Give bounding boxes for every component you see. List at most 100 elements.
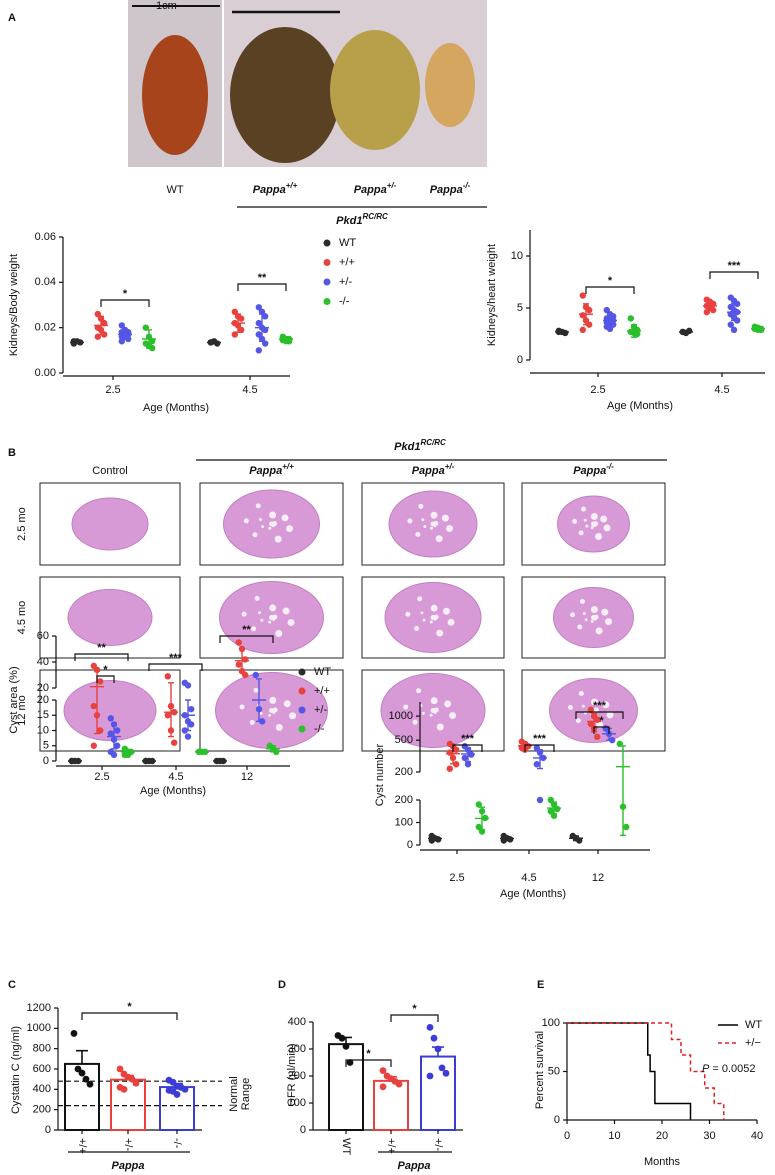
x-tick-label: 40 <box>751 1130 763 1142</box>
cyst <box>269 511 277 519</box>
cyst <box>446 525 454 533</box>
cyst <box>268 713 272 717</box>
group-label-sup: RC/RC <box>362 212 388 221</box>
significance-bracket <box>575 711 624 719</box>
error-bar <box>90 670 104 735</box>
kidney-photo <box>230 27 340 163</box>
data-point <box>623 823 630 831</box>
significance-bracket <box>593 726 610 734</box>
bar <box>420 1055 456 1132</box>
error-bar <box>533 749 547 770</box>
genotype-label: WT <box>166 184 183 196</box>
y-axis-title: Kidneys/heart weight <box>486 244 498 346</box>
data-point <box>107 730 115 737</box>
error-bar <box>547 801 561 815</box>
legend-label: +/- <box>339 276 352 288</box>
data-point <box>164 673 171 680</box>
cyst <box>433 707 439 713</box>
column-header-base: Control <box>92 465 127 477</box>
cyst <box>258 611 262 615</box>
reference-label: Normal <box>228 1076 240 1111</box>
data-point <box>446 749 453 756</box>
x-axis-title: Age (Months) <box>607 400 673 412</box>
data-point <box>453 746 460 753</box>
data-point <box>235 639 242 646</box>
error-bar <box>679 330 693 334</box>
y-tick-label: 600 <box>33 1063 51 1075</box>
significance-label: * <box>412 1003 417 1015</box>
cyst <box>422 618 426 622</box>
cyst <box>584 618 588 622</box>
significance-bracket <box>452 744 483 752</box>
panel-letter: C <box>8 979 16 991</box>
group-label-base: Pkd1 <box>336 215 362 227</box>
error-bar <box>555 330 569 334</box>
cyst <box>577 624 583 630</box>
data-point <box>579 326 586 334</box>
error-bar <box>164 682 178 738</box>
survival-curve <box>567 1022 692 1120</box>
y-tick-label: 100 <box>288 1097 306 1109</box>
cyst <box>582 611 586 615</box>
data-point <box>164 712 171 719</box>
cyst <box>282 607 290 615</box>
data-point <box>255 331 262 338</box>
y-tick-label: 800 <box>33 1043 51 1055</box>
cyst <box>436 629 444 637</box>
y-tick-label: 0.02 <box>35 322 56 334</box>
error-bar <box>446 745 460 765</box>
y-tick-label: 0.00 <box>35 367 56 379</box>
column-header: Control <box>92 465 127 477</box>
y-tick-label: 0 <box>43 755 49 767</box>
data-point <box>453 761 460 768</box>
data-point <box>132 1079 140 1087</box>
x-tick-label: -/- <box>171 1138 183 1149</box>
group-label: Pappa <box>111 1160 144 1172</box>
column-header-base: Pappa <box>573 465 606 477</box>
error-bar <box>500 835 514 841</box>
cyst <box>255 503 261 509</box>
data-point <box>475 823 482 831</box>
p-value: P = 0.0052 <box>702 1063 755 1075</box>
data-point <box>434 1045 442 1053</box>
data-point <box>587 706 594 713</box>
data-point <box>461 754 468 762</box>
x-tick-label: 2.5 <box>449 872 464 884</box>
cyst <box>572 518 578 524</box>
y-tick-label: 15 <box>37 709 49 721</box>
cyst <box>268 620 272 624</box>
significance-bracket <box>96 675 115 683</box>
data-point <box>554 805 561 813</box>
x-tick-label: 10 <box>608 1130 620 1142</box>
column-header: Pappa+/+ <box>249 462 294 477</box>
cyst <box>403 704 409 710</box>
cyst <box>415 531 421 537</box>
cyst <box>600 515 608 523</box>
group-label: Pkd1RC/RC <box>394 438 446 453</box>
cyst <box>593 521 599 527</box>
data-point <box>255 347 262 354</box>
cyst <box>578 690 584 696</box>
column-header-sup: -/- <box>606 462 614 471</box>
cyst <box>590 619 594 623</box>
kidney-section <box>71 497 149 551</box>
data-point <box>97 727 104 734</box>
cyst <box>405 611 411 617</box>
error-bar <box>76 1049 88 1064</box>
legend-marker <box>323 298 331 305</box>
cyst <box>268 526 272 530</box>
genotype-label-base: Pappa <box>253 184 286 196</box>
cyst <box>289 712 297 720</box>
legend-marker <box>323 239 331 247</box>
significance-label: * <box>608 275 613 287</box>
kidney-photo <box>425 43 475 127</box>
cyst <box>429 620 433 624</box>
y-tick-label: 0 <box>517 354 523 366</box>
cyst <box>585 524 589 528</box>
error-bar <box>142 329 156 349</box>
x-tick-label: 2.5 <box>590 384 605 396</box>
significance-label: ** <box>97 642 106 654</box>
data-point <box>606 325 614 332</box>
cyst <box>275 723 283 731</box>
data-point <box>171 739 178 746</box>
